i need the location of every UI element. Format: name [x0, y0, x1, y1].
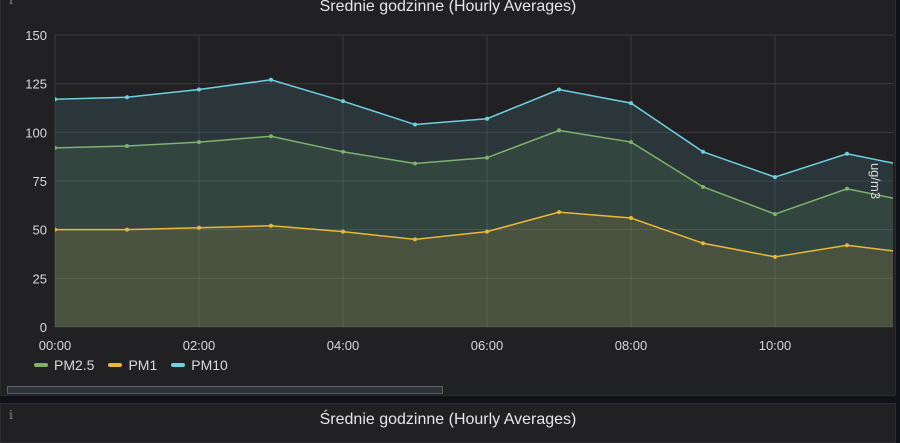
point-pm1	[773, 254, 777, 259]
point-pm10	[413, 122, 417, 127]
point-pm25	[845, 186, 849, 191]
point-pm25	[269, 134, 273, 139]
legend-item-pm10[interactable]: PM10	[171, 357, 228, 373]
chart-legend: PM2.5 PM1 PM10	[34, 357, 228, 373]
info-icon-2[interactable]: i	[9, 408, 13, 422]
point-pm10	[773, 175, 777, 180]
point-pm25	[893, 197, 897, 201]
legend-swatch-pm25	[34, 363, 48, 367]
point-pm10	[125, 95, 129, 100]
point-pm25	[773, 212, 777, 217]
legend-item-pm1[interactable]: PM1	[108, 357, 157, 373]
horizontal-scrollbar[interactable]	[7, 386, 443, 394]
point-pm1	[55, 227, 57, 232]
chart-panel-2: Średnie godzinne (Hourly Averages) i	[0, 403, 896, 443]
legend-label-pm25: PM2.5	[54, 357, 95, 373]
point-pm1	[197, 225, 201, 230]
point-pm1	[557, 210, 561, 215]
point-pm1	[845, 243, 849, 248]
panel-title[interactable]: Średnie godzinne (Hourly Averages)	[319, 0, 577, 15]
point-pm10	[701, 149, 705, 154]
point-pm1	[341, 229, 345, 234]
y-tick-label: 100	[25, 125, 47, 140]
point-pm10	[629, 101, 633, 106]
point-pm1	[701, 241, 705, 246]
x-tick-label: 04:00	[327, 338, 360, 353]
point-pm25	[413, 161, 417, 166]
area-pm10	[55, 79, 893, 327]
point-pm1	[413, 237, 417, 242]
info-icon[interactable]: i	[9, 0, 13, 7]
y-tick-label: 125	[25, 77, 47, 92]
point-pm25	[125, 143, 129, 148]
point-pm10	[341, 99, 345, 104]
point-pm25	[341, 149, 345, 154]
point-pm10	[557, 87, 561, 92]
chart-plot[interactable]: 0 25 50 75 100 125 150 00:00 02:00 04:00 06:00 08:0…	[0, 0, 900, 421]
legend-label-pm1: PM1	[128, 357, 158, 373]
point-pm10	[269, 77, 273, 82]
x-tick-label: 02:00	[183, 338, 216, 353]
point-pm25	[485, 155, 489, 160]
area-pm1	[55, 212, 893, 327]
point-pm1	[125, 227, 129, 232]
x-tick-label: 00:00	[39, 338, 72, 353]
legend-swatch-pm10	[171, 363, 186, 367]
point-pm25	[629, 140, 633, 145]
point-pm25	[557, 128, 561, 133]
point-pm10	[197, 87, 201, 92]
x-tick-label: 06:00	[471, 338, 504, 353]
point-pm1	[485, 229, 489, 234]
y-axis-label: ug/m3	[868, 163, 883, 199]
y-tick-label: 25	[33, 271, 47, 286]
y-tick-label: 0	[40, 320, 47, 335]
point-pm1	[629, 215, 633, 220]
point-pm25	[55, 145, 57, 150]
y-tick-label: 50	[33, 223, 47, 238]
point-pm10	[55, 97, 57, 102]
panel-title-2[interactable]: Średnie godzinne (Hourly Averages)	[319, 411, 577, 428]
legend-item-pm25[interactable]: PM2.5	[34, 357, 94, 373]
y-tick-label: 75	[33, 174, 47, 189]
point-pm1	[893, 249, 897, 253]
point-pm1	[269, 223, 273, 228]
x-tick-label: 08:00	[615, 338, 648, 353]
point-pm25	[197, 140, 201, 145]
legend-label-pm10: PM10	[191, 357, 228, 373]
y-tick-label: 150	[25, 28, 47, 43]
area-pm25	[55, 130, 893, 327]
x-tick-label: 10:00	[759, 338, 792, 353]
chart-panel: Średnie godzinne (Hourly Averages) i	[0, 0, 896, 396]
series-group	[55, 77, 897, 327]
point-pm10	[845, 151, 849, 156]
point-pm10	[485, 116, 489, 121]
point-pm25	[701, 184, 705, 189]
point-pm10	[893, 161, 897, 165]
legend-swatch-pm1	[108, 363, 123, 367]
